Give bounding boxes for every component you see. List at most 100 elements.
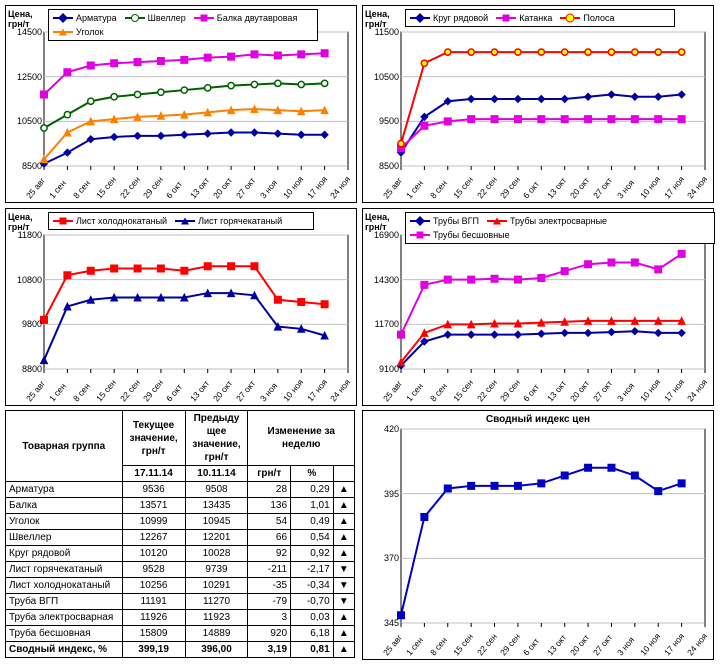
cell-prev: 9739	[185, 562, 248, 578]
th-prev: Предыдущеезначение,грн/т	[185, 411, 248, 466]
table-row: Труба бесшовная 15809 14889 920 6,18 ▲	[6, 626, 355, 642]
cell-dir: ▲	[333, 498, 354, 514]
cell-pct: 0,03	[291, 610, 334, 626]
legend-item: Лист горячекатаный	[175, 214, 282, 228]
cell-cur: 399,19	[122, 642, 185, 658]
y-tick: 10800	[12, 275, 42, 285]
cell-dir: ▲	[333, 546, 354, 562]
chart-legend: Круг рядовойКатанкаПолоса	[405, 9, 675, 27]
chart-svg	[363, 411, 713, 659]
table-row: Круг рядовой 10120 10028 92 0,92 ▲	[6, 546, 355, 562]
y-tick: 395	[369, 489, 399, 499]
cell-abs: 3,19	[248, 642, 291, 658]
cell-name: Лист холоднокатаный	[6, 578, 123, 594]
legend-item: Трубы электросварные	[487, 214, 607, 228]
cell-pct: 1,01	[291, 498, 334, 514]
chart-legend: Трубы ВГП Трубы электросварныеТрубы бесшо…	[405, 212, 715, 244]
cell-cur: 9536	[122, 482, 185, 498]
legend-label: Трубы электросварные	[510, 214, 607, 228]
y-tick: 8500	[369, 161, 399, 171]
legend-label: Катанка	[519, 11, 552, 25]
table-row: Труба ВГП 11191 11270 -79 -0,70 ▼	[6, 594, 355, 610]
cell-prev: 13435	[185, 498, 248, 514]
y-tick: 11500	[369, 27, 399, 37]
cell-prev: 396,00	[185, 642, 248, 658]
legend-item: Уголок	[53, 25, 104, 39]
legend-label: Трубы ВГП	[433, 214, 479, 228]
cell-abs: -35	[248, 578, 291, 594]
cell-name: Балка	[6, 498, 123, 514]
cell-pct: -0,34	[291, 578, 334, 594]
cell-abs: 92	[248, 546, 291, 562]
price-table: Товарная группа Текущеезначение,грн/т Пр…	[5, 410, 355, 658]
cell-pct: 0,54	[291, 530, 334, 546]
chart-panel: Цена,грн/т850010500125001450025 авг1 сен…	[5, 5, 357, 203]
th-date-prev: 10.11.14	[185, 466, 248, 482]
cell-cur: 11191	[122, 594, 185, 610]
legend-label: Швеллер	[148, 11, 186, 25]
th-abs: грн/т	[248, 466, 291, 482]
cell-prev: 10945	[185, 514, 248, 530]
cell-dir: ▲	[333, 530, 354, 546]
cell-pct: -0,70	[291, 594, 334, 610]
cell-prev: 10028	[185, 546, 248, 562]
chart-panel: Сводный индекс цен34537039542025 авг1 се…	[362, 410, 714, 660]
cell-prev: 10291	[185, 578, 248, 594]
cell-abs: 28	[248, 482, 291, 498]
table-total-row: Сводный индекс, % 399,19 396,00 3,19 0,8…	[6, 642, 355, 658]
y-tick: 12500	[12, 72, 42, 82]
cell-cur: 11926	[122, 610, 185, 626]
chart-svg	[6, 209, 356, 405]
th-pct: %	[291, 466, 334, 482]
cell-prev: 9508	[185, 482, 248, 498]
cell-pct: 6,18	[291, 626, 334, 642]
legend-item: Арматура	[53, 11, 117, 25]
cell-name: Швеллер	[6, 530, 123, 546]
cell-pct: 0,49	[291, 514, 334, 530]
legend-item: Швеллер	[125, 11, 186, 25]
legend-label: Лист горячекатаный	[198, 214, 282, 228]
cell-name: Круг рядовой	[6, 546, 123, 562]
cell-dir: ▼	[333, 578, 354, 594]
cell-abs: 920	[248, 626, 291, 642]
cell-abs: -211	[248, 562, 291, 578]
cell-cur: 10999	[122, 514, 185, 530]
legend-label: Балка двутавровая	[217, 11, 298, 25]
cell-pct: 0,92	[291, 546, 334, 562]
y-tick: 11700	[369, 319, 399, 329]
table-row: Лист горячекатаный 9528 9739 -211 -2,17 …	[6, 562, 355, 578]
legend-item: Трубы бесшовные	[410, 228, 510, 242]
legend-label: Полоса	[583, 11, 614, 25]
legend-label: Трубы бесшовные	[433, 228, 510, 242]
cell-abs: 3	[248, 610, 291, 626]
cell-abs: 66	[248, 530, 291, 546]
y-tick: 16900	[369, 230, 399, 240]
y-tick: 14500	[12, 27, 42, 37]
table-row: Уголок 10999 10945 54 0,49 ▲	[6, 514, 355, 530]
cell-name: Труба бесшовная	[6, 626, 123, 642]
table-row: Лист холоднокатаный 10256 10291 -35 -0,3…	[6, 578, 355, 594]
legend-item: Полоса	[560, 11, 614, 25]
th-current: Текущеезначение,грн/т	[122, 411, 185, 466]
cell-name: Труба ВГП	[6, 594, 123, 610]
th-change: Изменение занеделю	[248, 411, 355, 466]
cell-name: Уголок	[6, 514, 123, 530]
cell-abs: -79	[248, 594, 291, 610]
legend-item: Лист холоднокатаный	[53, 214, 167, 228]
cell-dir: ▼	[333, 562, 354, 578]
cell-dir: ▲	[333, 642, 354, 658]
cell-prev: 12201	[185, 530, 248, 546]
th-group: Товарная группа	[6, 411, 123, 482]
cell-cur: 13571	[122, 498, 185, 514]
y-tick: 9800	[12, 319, 42, 329]
y-tick: 10500	[12, 116, 42, 126]
chart-legend: Арматура Швеллер Балка двутавровая Уголок	[48, 9, 318, 41]
chart-panel: Цена,грн/т85009500105001150025 авг1 сен8…	[362, 5, 714, 203]
th-dir	[333, 466, 354, 482]
table-row: Арматура 9536 9508 28 0,29 ▲	[6, 482, 355, 498]
legend-item: Катанка	[496, 11, 552, 25]
cell-name: Арматура	[6, 482, 123, 498]
cell-cur: 9528	[122, 562, 185, 578]
legend-label: Арматура	[76, 11, 117, 25]
y-tick: 9500	[369, 116, 399, 126]
